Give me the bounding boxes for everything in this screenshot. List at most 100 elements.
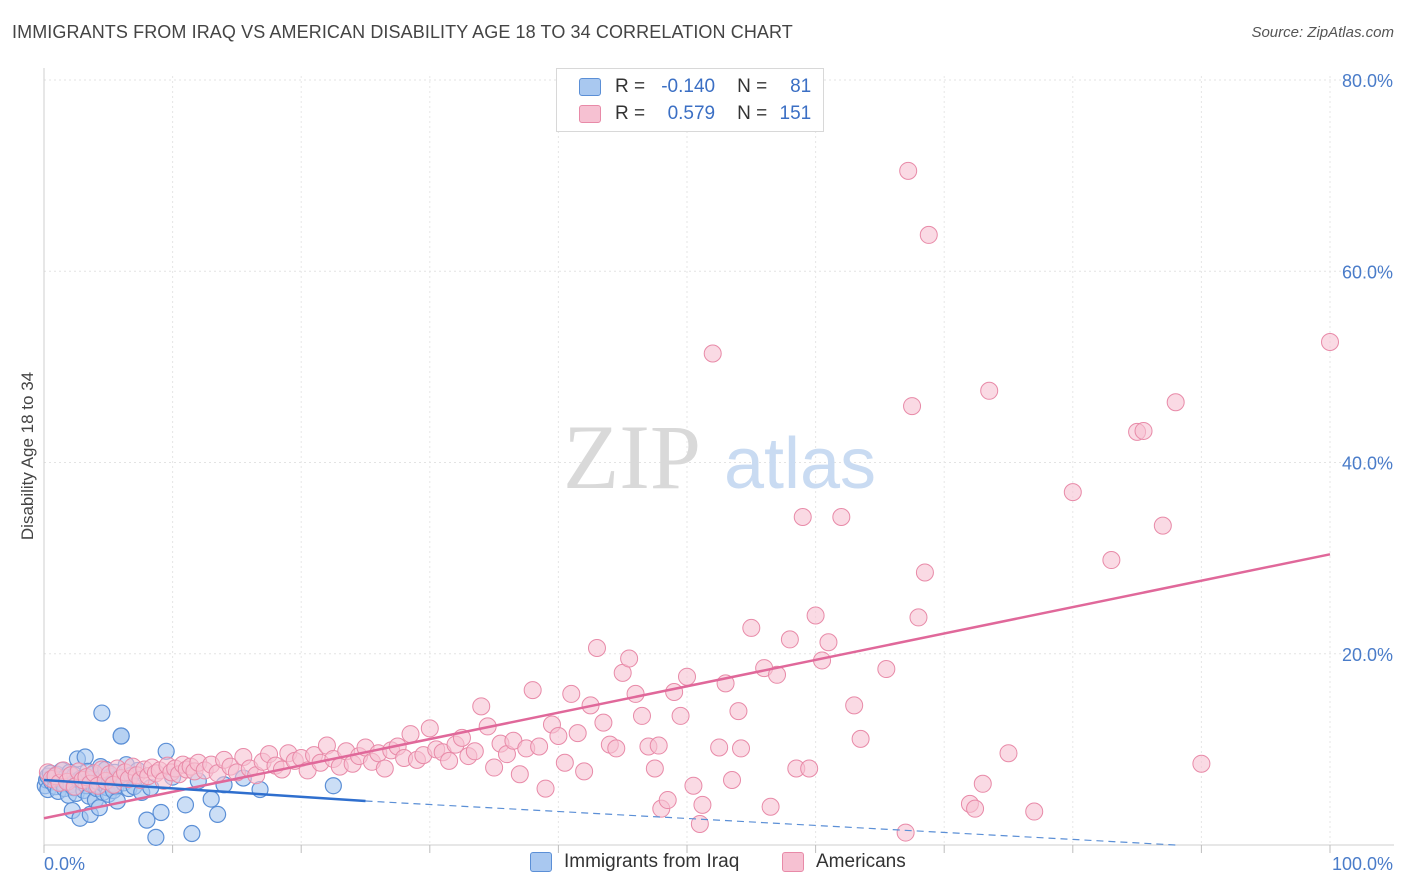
- americans-point: [806, 606, 825, 625]
- americans-point: [1063, 483, 1082, 502]
- americans-point: [903, 397, 922, 416]
- x-tick-label-max: 100.0%: [1332, 854, 1393, 874]
- americans-point: [568, 724, 587, 743]
- chart-source: Source: ZipAtlas.com: [1251, 24, 1394, 41]
- americans-point: [510, 765, 529, 784]
- chart-title: IMMIGRANTS FROM IRAQ VS AMERICAN DISABIL…: [12, 22, 793, 42]
- americans-point: [1025, 802, 1044, 821]
- americans-point: [980, 381, 999, 400]
- series-americans-points: [38, 161, 1339, 842]
- bottom-legend-swatch-iraq: [530, 852, 552, 872]
- y-tick-label: 40.0%: [1342, 454, 1393, 474]
- bottom-legend-label-iraq: Immigrants from Iraq: [564, 851, 740, 872]
- y-tick-label: 60.0%: [1342, 262, 1393, 282]
- americans-point: [1102, 551, 1121, 570]
- legend-swatch-iraq: [579, 78, 601, 96]
- americans-point: [732, 739, 751, 758]
- iraq-trend-line: [43, 778, 366, 803]
- americans-point: [819, 633, 838, 652]
- americans-point: [626, 684, 645, 703]
- legend-r-label: R =: [615, 103, 646, 124]
- americans-point: [919, 225, 938, 244]
- tick-labels: 20.0% 40.0% 60.0% 80.0% 0.0% 100.0%: [44, 71, 1393, 874]
- legend-n-value-americans: 151: [779, 103, 812, 124]
- correlation-legend: R = -0.140 N = 81 R = 0.579 N = 151: [556, 68, 824, 132]
- americans-point: [594, 713, 613, 732]
- americans-point: [832, 508, 851, 527]
- americans-point: [562, 684, 581, 703]
- iraq-point: [183, 824, 201, 843]
- americans-point: [555, 753, 574, 772]
- americans-point: [649, 736, 668, 755]
- americans-point: [472, 697, 491, 716]
- legend-row-americans: R = 0.579 N = 151: [579, 102, 811, 126]
- legend-r-value-iraq: -0.140: [661, 76, 716, 97]
- americans-point: [549, 726, 568, 745]
- americans-point: [851, 729, 870, 748]
- americans-point: [658, 791, 677, 810]
- americans-point: [845, 696, 864, 715]
- americans-point: [665, 683, 684, 701]
- iraq-point: [324, 777, 342, 795]
- americans-point: [671, 706, 690, 725]
- iraq-point: [202, 790, 220, 808]
- americans-point: [780, 630, 799, 649]
- bottom-legend-americans: Americans: [782, 851, 906, 873]
- legend-row-iraq: R = -0.140 N = 81: [579, 75, 811, 99]
- americans-point: [973, 774, 992, 793]
- americans-point: [761, 797, 780, 816]
- americans-point: [575, 762, 594, 781]
- axes: [43, 68, 1394, 853]
- iraq-point: [152, 803, 170, 822]
- americans-point: [999, 744, 1018, 763]
- americans-point: [1153, 516, 1172, 535]
- bottom-legend-label-americans: Americans: [816, 851, 906, 872]
- americans-point: [684, 776, 703, 795]
- americans-point: [530, 737, 549, 756]
- y-tick-label: 20.0%: [1342, 645, 1393, 665]
- americans-point: [645, 759, 664, 778]
- americans-point: [523, 681, 542, 700]
- americans-point: [465, 742, 484, 761]
- americans-point: [440, 751, 459, 770]
- x-tick-label-min: 0.0%: [44, 854, 85, 874]
- americans-point: [899, 161, 918, 180]
- americans-point: [678, 667, 696, 686]
- americans-point: [729, 702, 748, 721]
- grid-lines: [44, 76, 1394, 845]
- bottom-legend-iraq: Immigrants from Iraq: [530, 851, 739, 873]
- americans-point: [909, 608, 928, 627]
- americans-point: [693, 795, 712, 814]
- watermark-zip: ZIP: [563, 406, 701, 508]
- iraq-point: [176, 796, 195, 814]
- americans-point: [1134, 421, 1153, 440]
- americans-point: [1192, 754, 1211, 773]
- y-axis-label: Disability Age 18 to 34: [18, 371, 37, 541]
- watermark: ZIP atlas: [563, 406, 876, 508]
- legend-n-value-iraq: 81: [790, 76, 812, 97]
- americans-point: [800, 759, 819, 778]
- americans-point: [620, 649, 639, 668]
- watermark-atlas: atlas: [724, 424, 876, 504]
- iraq-point: [112, 727, 130, 745]
- iraq-trend-extension: [365, 800, 1176, 846]
- americans-point: [768, 665, 787, 684]
- americans-point: [742, 618, 761, 637]
- americans-point: [536, 779, 555, 798]
- iraq-point: [138, 811, 156, 829]
- americans-point: [1166, 393, 1185, 412]
- legend-r-label: R =: [615, 76, 646, 97]
- americans-point: [877, 660, 896, 679]
- trend-lines: [43, 553, 1331, 846]
- americans-point: [723, 770, 742, 789]
- americans-point: [703, 344, 722, 363]
- americans-point: [915, 563, 934, 582]
- americans-point: [896, 823, 915, 842]
- americans-point: [587, 639, 606, 658]
- americans-point: [420, 719, 439, 738]
- legend-swatch-americans: [579, 105, 601, 123]
- americans-point: [690, 814, 709, 833]
- americans-point: [607, 739, 626, 758]
- iraq-point: [93, 704, 111, 722]
- americans-point: [375, 759, 394, 778]
